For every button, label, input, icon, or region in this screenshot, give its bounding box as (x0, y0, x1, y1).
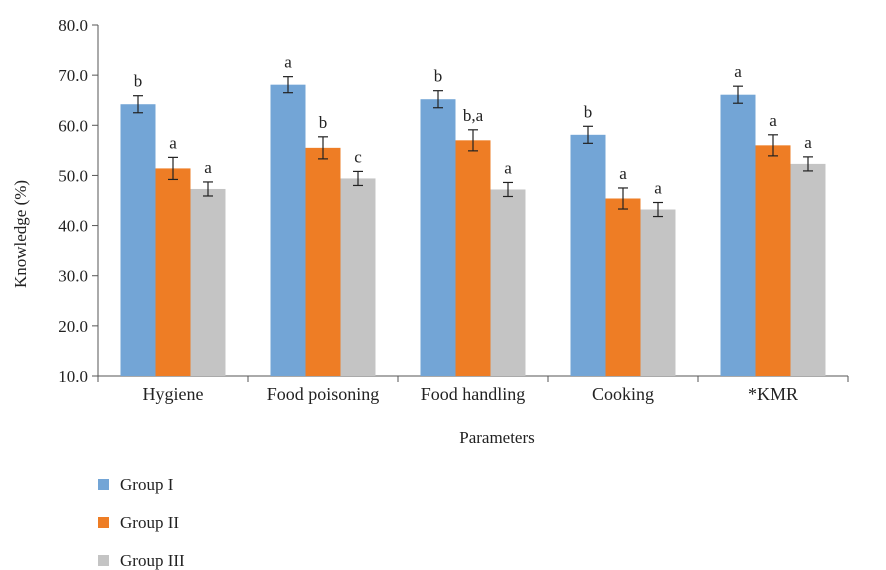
x-tick-label: *KMR (748, 384, 798, 404)
bars-layer (120, 84, 826, 377)
y-tick-label: 60.0 (58, 116, 88, 135)
x-tick-label: Hygiene (143, 384, 204, 404)
significance-label: b,a (463, 106, 484, 125)
bar (790, 163, 826, 376)
bar (120, 104, 156, 377)
y-tick-label: 20.0 (58, 317, 88, 336)
bar (720, 94, 756, 376)
bar (490, 189, 526, 376)
legend-swatch (98, 479, 109, 490)
bar (640, 209, 676, 376)
significance-label: b (584, 102, 593, 121)
bar (305, 147, 341, 376)
bar (570, 134, 606, 376)
x-axis: Hygiene Food poisoning Food handling Cookin… (97, 375, 849, 404)
significance-label: a (619, 164, 627, 183)
significance-label: b (434, 67, 443, 86)
y-axis: 10.0 20.0 30.0 40.0 50.0 60.0 70.0 80.0 (58, 16, 99, 386)
significance-label: a (654, 179, 662, 198)
legend-swatch (98, 555, 109, 566)
y-tick-label: 10.0 (58, 367, 88, 386)
significance-label: a (734, 62, 742, 81)
legend: Group I Group II Group III (98, 475, 185, 570)
x-tick-label: Food poisoning (267, 384, 380, 404)
bar (755, 145, 791, 376)
bar (605, 198, 641, 376)
significance-label: a (504, 158, 512, 177)
significance-label: a (769, 111, 777, 130)
y-tick-label: 70.0 (58, 66, 88, 85)
significance-label: b (319, 113, 328, 132)
significance-label: a (284, 53, 292, 72)
y-axis-title: Knowledge (%) (11, 180, 30, 288)
error-bars-layer (133, 76, 813, 218)
x-tick-label: Cooking (592, 384, 654, 404)
x-axis-title: Parameters (459, 428, 535, 447)
bar (420, 99, 456, 376)
bar (155, 168, 191, 376)
significance-label: a (204, 158, 212, 177)
legend-label: Group II (120, 513, 179, 532)
y-tick-label: 30.0 (58, 267, 88, 286)
legend-label: Group III (120, 551, 185, 570)
significance-label: a (169, 133, 177, 152)
bar (340, 178, 376, 376)
bar (270, 84, 306, 377)
y-tick-label: 50.0 (58, 166, 88, 185)
y-tick-label: 40.0 (58, 217, 88, 236)
bar (190, 188, 226, 376)
legend-label: Group I (120, 475, 174, 494)
legend-swatch (98, 517, 109, 528)
y-tick-label: 80.0 (58, 16, 88, 35)
significance-label: a (804, 133, 812, 152)
significance-label: c (354, 147, 362, 166)
bar (455, 140, 491, 376)
significance-labels-layer: b a b b a a b b,a a a a c a a a (134, 53, 812, 198)
significance-label: b (134, 72, 143, 91)
x-tick-label: Food handling (421, 384, 526, 404)
